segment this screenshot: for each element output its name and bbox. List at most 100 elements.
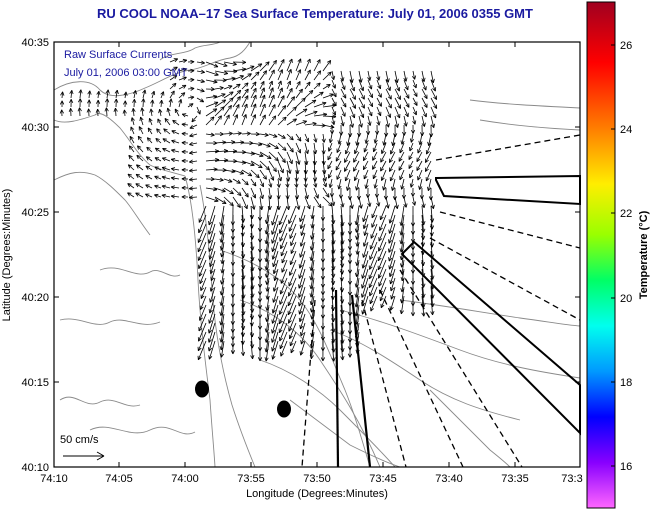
current-vector-head: [288, 58, 293, 62]
current-vector: [210, 277, 216, 292]
current-vector-head: [123, 100, 126, 105]
current-vector-head: [243, 285, 246, 290]
current-vector: [401, 178, 405, 190]
current-vector-head: [280, 177, 283, 182]
current-vector-head: [400, 140, 403, 145]
current-vector: [265, 340, 270, 362]
current-vector-head: [302, 108, 308, 110]
current-vector: [196, 106, 201, 115]
current-vector-head: [388, 240, 393, 244]
current-vector-head: [190, 96, 195, 100]
current-vector-head: [298, 88, 303, 92]
current-vector: [430, 70, 434, 83]
current-vector-head: [230, 221, 234, 226]
current-vector: [268, 60, 277, 72]
current-vector-head: [289, 228, 293, 232]
current-vector: [196, 61, 205, 64]
current-vector: [250, 268, 254, 290]
current-vector: [313, 151, 316, 165]
current-vector-head: [237, 194, 242, 196]
current-vector: [286, 169, 289, 182]
current-vector: [311, 304, 315, 320]
current-vector: [133, 90, 136, 99]
current-vector-head: [342, 339, 345, 344]
current-vector-head: [306, 69, 311, 73]
current-vector-head: [298, 160, 301, 165]
current-vector-head: [289, 235, 294, 239]
current-vector-head: [232, 64, 237, 66]
current-vector-head: [262, 70, 267, 73]
current-vector-head: [246, 180, 249, 186]
current-vector-head: [284, 116, 287, 121]
current-vector: [220, 232, 225, 250]
current-vector-head: [274, 277, 278, 281]
current-vector-head: [333, 280, 336, 285]
current-vector-head: [412, 121, 416, 125]
current-vector: [313, 133, 317, 143]
current-vector: [300, 313, 306, 330]
current-vector-head: [307, 194, 309, 199]
current-vector-head: [312, 150, 316, 155]
current-vector-head: [433, 204, 435, 209]
current-vector: [340, 322, 344, 344]
current-vector-head: [342, 231, 345, 236]
current-vector-head: [264, 257, 267, 262]
current-vector-head: [323, 184, 327, 188]
current-vector: [221, 340, 225, 358]
current-vector-head: [394, 133, 398, 138]
current-vector-head: [242, 114, 247, 118]
current-vector-head: [333, 273, 336, 278]
current-vector: [208, 223, 216, 244]
current-vector: [250, 196, 255, 210]
current-vector-head: [398, 167, 403, 171]
current-vector: [430, 250, 433, 270]
current-vector: [115, 108, 117, 117]
current-vector-head: [427, 187, 432, 191]
current-vector-head: [331, 357, 335, 362]
current-vector-head: [200, 81, 205, 83]
current-vector-head: [210, 116, 215, 119]
current-vector-head: [190, 103, 194, 108]
current-vector: [430, 88, 437, 100]
current-vector: [389, 259, 396, 277]
current-vector-head: [190, 79, 195, 82]
current-vector-head: [380, 168, 385, 172]
current-vector-head: [229, 91, 234, 93]
current-vector-head: [303, 97, 306, 102]
current-vector-head: [244, 95, 249, 99]
current-vector-head: [267, 61, 270, 66]
current-vector: [279, 214, 288, 234]
current-vector-head: [309, 300, 312, 306]
current-vector-head: [309, 256, 312, 261]
current-vector: [311, 214, 315, 229]
current-vector: [189, 124, 198, 129]
current-vector: [304, 169, 307, 182]
current-vector-head: [347, 196, 351, 201]
current-vector-head: [299, 318, 303, 323]
current-vector-head: [229, 204, 234, 207]
current-vector-head: [78, 89, 82, 94]
current-vector-head: [252, 301, 255, 306]
current-vector-head: [329, 139, 333, 143]
current-vector: [145, 193, 153, 198]
current-vector-head: [251, 322, 254, 327]
current-vector-head: [331, 202, 335, 206]
current-vector: [250, 94, 257, 108]
current-vector-head: [252, 308, 255, 313]
current-vector-head: [141, 107, 145, 112]
current-vector-head: [306, 160, 309, 165]
current-vector: [400, 295, 405, 314]
current-vector: [241, 82, 249, 90]
current-vector: [340, 106, 346, 117]
current-vector-head: [315, 177, 318, 182]
current-vector: [412, 97, 418, 106]
current-vector: [376, 106, 382, 116]
current-vector-head: [252, 293, 255, 298]
current-vector-head: [390, 286, 392, 292]
current-vector: [151, 91, 155, 99]
current-vector: [421, 70, 425, 82]
current-vector: [390, 169, 396, 182]
current-vector: [259, 87, 265, 99]
current-vector-head: [224, 70, 229, 74]
current-vector: [135, 192, 144, 198]
